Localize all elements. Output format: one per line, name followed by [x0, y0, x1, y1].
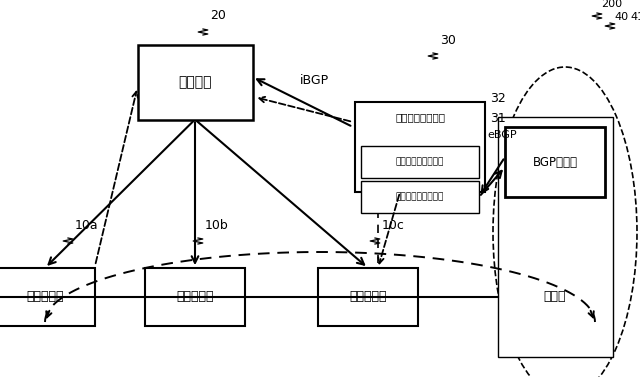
Text: iBGP: iBGP: [300, 74, 329, 87]
Text: 第２経路情報処理部: 第２経路情報処理部: [396, 158, 444, 167]
Text: BGP処理部: BGP処理部: [532, 155, 577, 169]
FancyBboxPatch shape: [138, 44, 253, 120]
Text: eBGP: eBGP: [487, 130, 516, 140]
Text: 制御装置: 制御装置: [179, 75, 212, 89]
FancyBboxPatch shape: [497, 117, 612, 357]
Text: ルータ: ルータ: [0, 376, 1, 377]
Text: 経路情報処理装置: 経路情報処理装置: [395, 112, 445, 122]
Text: 通信ノード: 通信ノード: [176, 291, 214, 303]
Text: 200: 200: [601, 0, 622, 9]
Text: 40: 40: [614, 12, 628, 22]
FancyBboxPatch shape: [145, 268, 245, 326]
Text: 10a: 10a: [75, 219, 99, 232]
Text: 10c: 10c: [382, 219, 405, 232]
FancyBboxPatch shape: [318, 268, 418, 326]
Text: ルータ: ルータ: [544, 291, 566, 303]
FancyBboxPatch shape: [361, 181, 479, 213]
FancyBboxPatch shape: [355, 102, 485, 192]
Text: 10b: 10b: [205, 219, 228, 232]
Text: 32: 32: [490, 92, 506, 105]
Text: 31: 31: [490, 112, 506, 125]
Text: 通信ノード: 通信ノード: [26, 291, 64, 303]
Text: 20: 20: [210, 9, 226, 22]
FancyBboxPatch shape: [505, 127, 605, 197]
Text: 第１経路情報処理部: 第１経路情報処理部: [396, 193, 444, 201]
FancyBboxPatch shape: [0, 268, 95, 326]
Text: 41: 41: [630, 12, 640, 22]
FancyBboxPatch shape: [361, 146, 479, 178]
Text: 30: 30: [440, 34, 456, 47]
Text: 通信ノード: 通信ノード: [349, 291, 387, 303]
